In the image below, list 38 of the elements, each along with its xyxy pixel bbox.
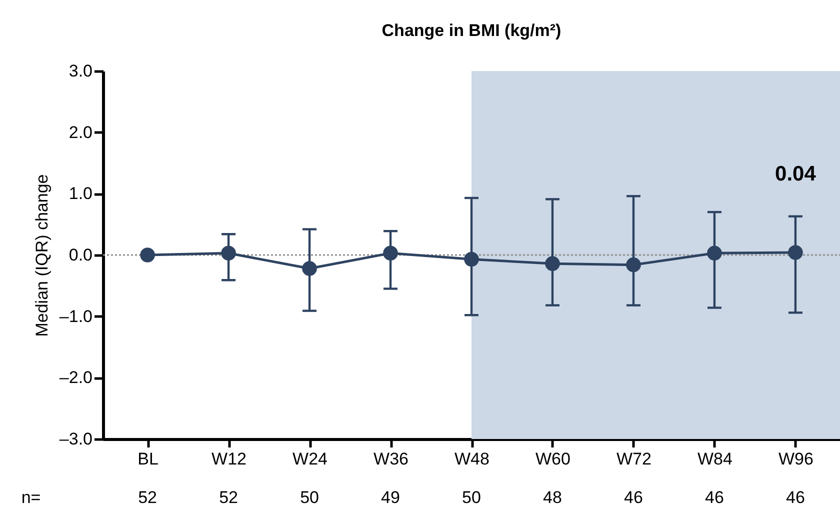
text: 52 [138,488,158,507]
point [788,245,803,260]
x-tick-label: W72 [616,450,652,468]
text: 52 [219,488,238,507]
x-tick-label: W48 [454,450,490,468]
point [545,256,560,271]
y-tick-label: –2.0 [59,368,92,388]
text: 50 [300,488,319,507]
point [383,246,398,261]
data-label: 0.04 [775,162,816,186]
x-tick-label: W60 [536,450,570,468]
point [707,246,722,261]
x-tick-label: BL [138,450,158,468]
x-tick-label: W96 [778,450,814,468]
point [464,252,479,267]
y-tick-label: –3.0 [59,430,92,448]
x-tick-label: W84 [697,450,732,468]
x-tick-label: W36 [374,450,408,468]
y-tick-label: –1.0 [59,306,92,326]
text: 50 [462,488,481,507]
text: 46 [624,488,643,507]
y-tick-label: 0.0 [68,246,92,264]
text: 49 [381,488,400,507]
chart-title: Change in BMI (kg/m²) [382,21,562,40]
y-axis-title: Median (IQR) change [32,174,52,337]
y-tick-label: 1.0 [68,184,92,204]
point [140,248,155,262]
text: 48 [543,488,562,507]
y-tick-label: 3.0 [68,62,92,80]
text: 46 [705,488,724,507]
text: 46 [786,488,805,507]
point [302,261,317,276]
x-tick-label: W12 [212,450,247,468]
point [221,246,236,261]
y-tick-label: 2.0 [68,122,92,142]
x-tick-label: W24 [292,450,328,468]
text: n= [21,488,41,507]
point [626,257,641,272]
